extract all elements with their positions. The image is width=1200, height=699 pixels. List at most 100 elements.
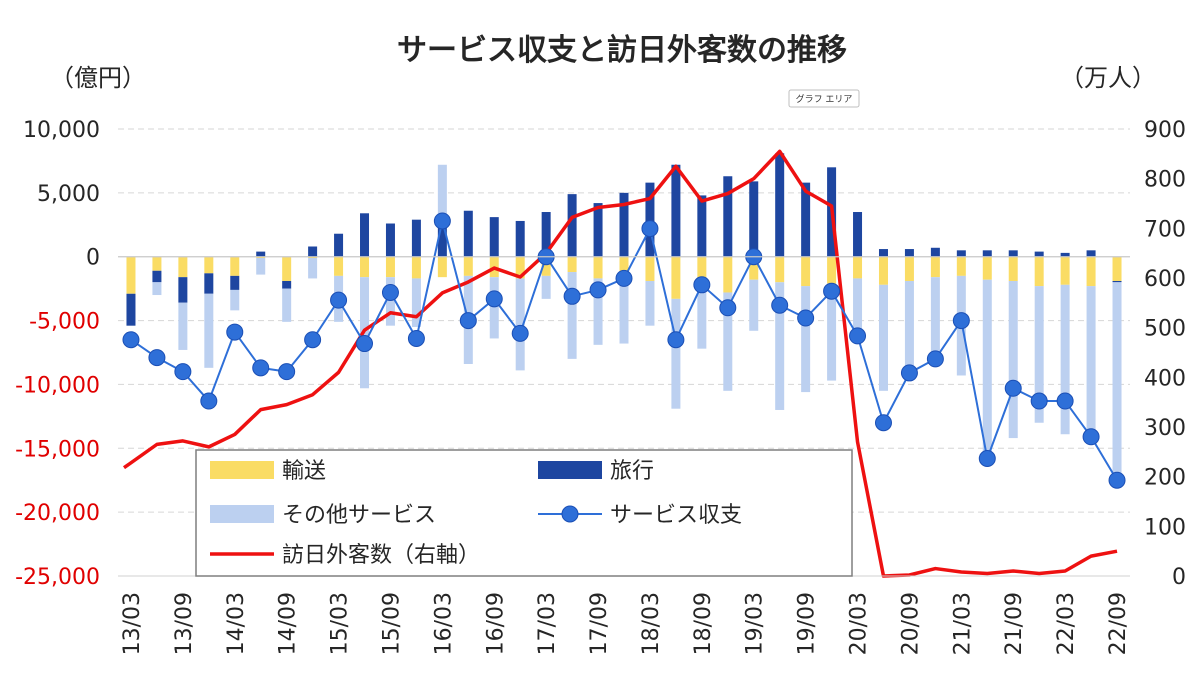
service-marker bbox=[693, 276, 711, 294]
bar-transport bbox=[515, 256, 525, 279]
bar-travel bbox=[904, 249, 914, 257]
bar-other bbox=[411, 278, 421, 327]
bar-other bbox=[282, 288, 292, 322]
bar-other bbox=[1008, 280, 1018, 439]
bar-travel bbox=[230, 275, 240, 290]
x-tick-label: 16/09 bbox=[483, 592, 508, 655]
x-tick-label: 15/09 bbox=[379, 592, 404, 655]
chart-title: サービス収支と訪日外客数の推移 bbox=[397, 33, 847, 68]
service-marker bbox=[433, 212, 451, 230]
bar-other bbox=[385, 277, 395, 326]
bar-travel bbox=[1086, 250, 1096, 257]
bar-travel bbox=[334, 233, 344, 257]
bar-travel bbox=[1112, 280, 1122, 283]
bar-other bbox=[152, 282, 162, 296]
service-marker bbox=[926, 350, 944, 368]
x-tick-label: 13/09 bbox=[172, 592, 197, 655]
service-marker bbox=[356, 335, 374, 353]
bar-transport bbox=[619, 256, 629, 273]
x-tick-label: 19/03 bbox=[743, 592, 768, 655]
bar-other bbox=[671, 298, 681, 409]
bar-transport bbox=[256, 256, 266, 258]
bar-travel bbox=[801, 182, 811, 257]
service-marker bbox=[1004, 379, 1022, 397]
bar-transport bbox=[1008, 256, 1018, 281]
bar-travel bbox=[930, 247, 940, 257]
bar-other bbox=[204, 293, 214, 368]
bar-other bbox=[1086, 286, 1096, 439]
bar-transport bbox=[982, 256, 992, 280]
legend-label-visitors: 訪日外客数（右軸） bbox=[282, 543, 480, 568]
bar-travel bbox=[152, 270, 162, 283]
bar-transport bbox=[541, 256, 551, 276]
x-tick-label: 21/03 bbox=[950, 592, 975, 655]
left-tick-label: 0 bbox=[86, 246, 100, 271]
legend-swatch-transport bbox=[210, 461, 274, 479]
service-marker bbox=[1108, 471, 1126, 489]
x-tick-label: 18/03 bbox=[639, 592, 664, 655]
bar-transport bbox=[411, 256, 421, 279]
right-tick-label: 300 bbox=[1144, 416, 1186, 441]
bar-transport bbox=[827, 256, 837, 284]
bar-travel bbox=[360, 213, 370, 257]
bar-other bbox=[567, 272, 577, 359]
service-marker bbox=[330, 291, 348, 309]
service-marker bbox=[278, 363, 296, 381]
right-tick-label: 0 bbox=[1172, 565, 1186, 590]
service-marker bbox=[252, 359, 270, 377]
bar-transport bbox=[126, 256, 136, 294]
tooltip-box bbox=[788, 89, 860, 108]
bar-travel bbox=[671, 164, 681, 257]
bar-transport bbox=[204, 256, 214, 274]
bar-other bbox=[515, 278, 525, 371]
left-tick-label: -15,000 bbox=[15, 437, 100, 462]
x-tick-label: 17/03 bbox=[535, 592, 560, 655]
bar-transport bbox=[1034, 256, 1044, 287]
bar-transport bbox=[360, 256, 370, 278]
bar-transport bbox=[697, 256, 707, 285]
service-marker bbox=[459, 312, 477, 330]
legend-label-service: サービス収支 bbox=[610, 503, 742, 528]
bar-travel bbox=[385, 223, 395, 257]
bar-other bbox=[256, 257, 266, 275]
axis-layer: 10,000 5,000 0 -5,000 -10,000 -15,000 -20,000 -… bbox=[15, 118, 1186, 655]
bar-transport bbox=[749, 256, 759, 280]
legend-label-other: その他サービス bbox=[282, 503, 436, 528]
service-marker bbox=[641, 220, 659, 238]
bar-transport bbox=[801, 256, 811, 287]
service-marker bbox=[771, 296, 789, 314]
bar-other bbox=[619, 272, 629, 344]
right-tick-label: 600 bbox=[1144, 267, 1186, 292]
bar-transport bbox=[437, 256, 447, 278]
bar-travel bbox=[749, 181, 759, 257]
bar-transport bbox=[230, 256, 240, 276]
service-marker bbox=[978, 450, 996, 468]
x-tick-label: 17/09 bbox=[587, 592, 612, 655]
bar-travel bbox=[204, 273, 214, 294]
left-tick-label: 10,000 bbox=[23, 118, 100, 143]
service-marker bbox=[1056, 392, 1074, 410]
service-marker bbox=[823, 282, 841, 300]
bar-travel bbox=[437, 219, 447, 257]
bar-other bbox=[489, 277, 499, 339]
x-tick-label: 18/09 bbox=[691, 592, 716, 655]
service-marker bbox=[407, 329, 425, 347]
left-axis-unit: （億円） bbox=[50, 64, 146, 92]
right-tick-label: 400 bbox=[1144, 366, 1186, 391]
bar-transport bbox=[878, 256, 888, 285]
legend-label-transport: 輸送 bbox=[282, 459, 326, 484]
bar-travel bbox=[853, 212, 863, 257]
bar-travel bbox=[411, 219, 421, 257]
bar-transport bbox=[567, 256, 577, 273]
service-marker bbox=[511, 324, 529, 342]
bar-other bbox=[723, 292, 733, 391]
x-tick-label: 20/03 bbox=[847, 592, 872, 655]
right-tick-label: 700 bbox=[1144, 217, 1186, 242]
bar-travel bbox=[775, 153, 785, 257]
bar-other bbox=[1034, 286, 1044, 423]
bar-travel bbox=[982, 250, 992, 257]
x-tick-label: 14/03 bbox=[224, 592, 249, 655]
service-marker bbox=[719, 299, 737, 317]
